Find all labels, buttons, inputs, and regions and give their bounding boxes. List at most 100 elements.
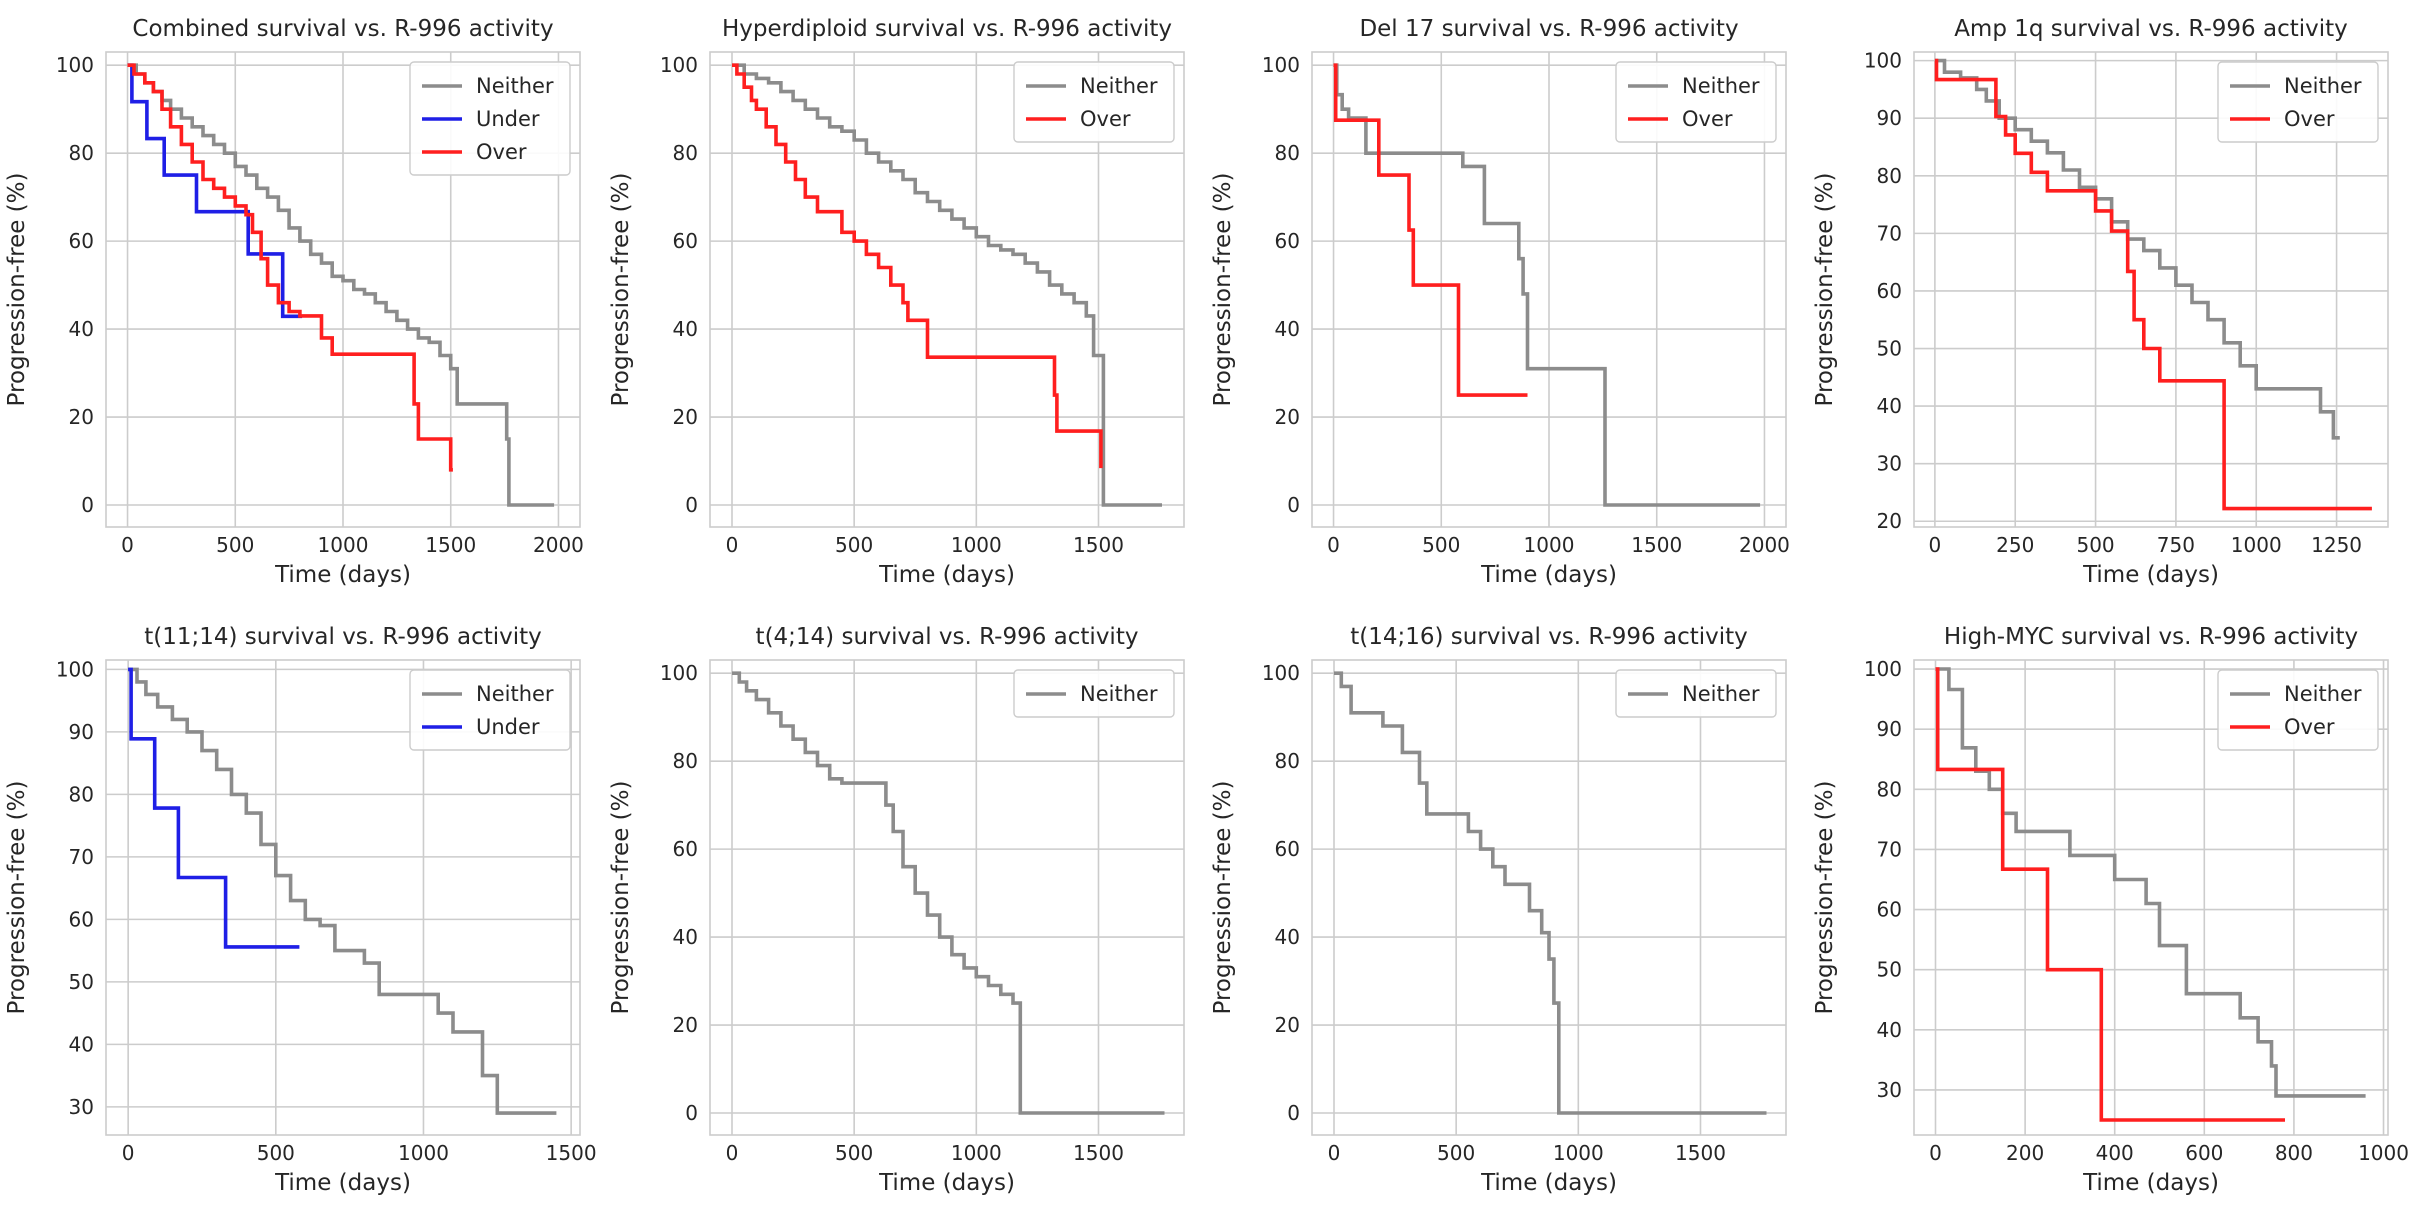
chart-7-legend: Neither — [1615, 669, 1777, 718]
chart-4-amp-1q-survival-vs-r-996-activity: 0 250 500 750 1000 1250 20 30 40 50 60 70 80 90 100 Amp… — [1812, 16, 2389, 588]
chart-2-legend-label-over: Over — [1080, 107, 1131, 131]
chart-4-y-tick-label: 70 — [1877, 221, 1902, 245]
chart-4-y-axis-label: Progression-free (%) — [1812, 173, 1838, 407]
chart-3-legend-label-neither: Neither — [1682, 74, 1760, 98]
chart-1-y-tick-label: 0 — [81, 493, 94, 517]
chart-7-legend-box — [1615, 669, 1777, 718]
chart-5-y-axis-label: Progression-free (%) — [4, 781, 30, 1015]
chart-7-legend-label-neither: Neither — [1682, 682, 1760, 706]
chart-4-x-tick-label: 250 — [1996, 533, 2034, 557]
chart-1-x-tick-label: 1500 — [425, 533, 476, 557]
chart-4-x-tick-label: 750 — [2157, 533, 2195, 557]
chart-3-y-tick-label: 40 — [1275, 317, 1300, 341]
chart-2-legend-label-neither: Neither — [1080, 74, 1158, 98]
chart-7-y-tick-label: 40 — [1275, 925, 1300, 949]
chart-8-x-tick-label: 800 — [2275, 1141, 2313, 1165]
chart-3-x-tick-label: 2000 — [1739, 533, 1790, 557]
chart-8-y-tick-label: 50 — [1877, 958, 1902, 982]
chart-3-x-tick-label: 1000 — [1524, 533, 1575, 557]
chart-2-series-neither — [732, 63, 1162, 507]
chart-8-y-tick-label: 90 — [1877, 717, 1902, 741]
chart-5-title: t(11;14) survival vs. R-996 activity — [144, 624, 542, 650]
chart-2-legend-box — [1013, 61, 1175, 143]
chart-5-x-tick-label: 0 — [122, 1141, 135, 1165]
chart-8-legend: Neither Over — [2217, 669, 2379, 751]
chart-2-y-tick-label: 40 — [673, 317, 698, 341]
chart-3-del-17-survival-vs-r-996-activity: 0 500 1000 1500 2000 0 20 40 60 80 100 Del 17 survi… — [1210, 16, 1790, 588]
chart-7-y-axis-label: Progression-free (%) — [1210, 781, 1236, 1015]
chart-6-y-axis-label: Progression-free (%) — [608, 781, 634, 1015]
chart-5-y-tick-label: 80 — [69, 782, 94, 806]
chart-4-legend: Neither Over — [2217, 61, 2379, 143]
chart-4-y-tick-label: 20 — [1877, 509, 1902, 533]
chart-4-series-over — [1934, 58, 2372, 511]
chart-3-title: Del 17 survival vs. R-996 activity — [1359, 16, 1738, 42]
chart-8-y-tick-label: 100 — [1864, 657, 1902, 681]
chart-1-x-tick-label: 1000 — [318, 533, 369, 557]
chart-1-legend-label-neither: Neither — [476, 74, 554, 98]
chart-6-x-axis-label: Time (days) — [878, 1170, 1015, 1196]
chart-6-y-tick-label: 60 — [673, 837, 698, 861]
chart-5-legend-box — [409, 669, 571, 751]
chart-8-series-over — [1935, 667, 2285, 1122]
chart-2-title: Hyperdiploid survival vs. R-996 activity — [722, 16, 1172, 42]
chart-2-x-axis-label: Time (days) — [878, 562, 1015, 588]
chart-6-x-tick-label: 1500 — [1073, 1141, 1124, 1165]
chart-3-y-axis-label: Progression-free (%) — [1210, 173, 1236, 407]
chart-5-y-tick-label: 30 — [69, 1095, 94, 1119]
chart-1-combined-survival-vs-r-996-activity: 0 500 1000 1500 2000 0 20 40 60 80 100 Combined sur… — [4, 16, 584, 588]
chart-1-x-tick-label: 500 — [216, 533, 254, 557]
chart-8-x-tick-label: 0 — [1929, 1141, 1942, 1165]
chart-4-y-tick-label: 50 — [1877, 337, 1902, 361]
chart-1-y-tick-label: 80 — [69, 141, 94, 165]
chart-3-y-tick-label: 0 — [1287, 493, 1300, 517]
chart-2-hyperdiploid-survival-vs-r-996-activity: 0 500 1000 1500 0 20 40 60 80 100 Hyperdiploid sur… — [608, 16, 1185, 588]
chart-4-x-tick-label: 500 — [2076, 533, 2114, 557]
chart-5-y-tick-label: 40 — [69, 1032, 94, 1056]
chart-2-y-tick-label: 80 — [673, 141, 698, 165]
chart-3-y-tick-label: 60 — [1275, 229, 1300, 253]
chart-5-legend-label-neither: Neither — [476, 682, 554, 706]
chart-1-x-tick-label: 2000 — [533, 533, 584, 557]
chart-6-y-tick-label: 80 — [673, 749, 698, 773]
chart-5-y-tick-label: 50 — [69, 970, 94, 994]
chart-8-series-neither — [1935, 667, 2366, 1098]
chart-8-y-axis-label: Progression-free (%) — [1812, 781, 1838, 1015]
chart-8-legend-label-neither: Neither — [2284, 682, 2362, 706]
chart-4-x-tick-label: 1000 — [2231, 533, 2282, 557]
chart-4-x-tick-label: 1250 — [2311, 533, 2362, 557]
chart-1-series-neither — [127, 63, 555, 507]
chart-4-legend-box — [2217, 61, 2379, 143]
chart-3-y-tick-label: 80 — [1275, 141, 1300, 165]
chart-7-y-tick-label: 80 — [1275, 749, 1300, 773]
chart-7-x-tick-label: 1500 — [1675, 1141, 1726, 1165]
chart-4-y-tick-label: 90 — [1877, 106, 1902, 130]
chart-3-series-over — [1333, 63, 1528, 397]
chart-8-x-tick-label: 400 — [2096, 1141, 2134, 1165]
chart-3-x-tick-label: 500 — [1422, 533, 1460, 557]
chart-7-x-axis-label: Time (days) — [1480, 1170, 1617, 1196]
chart-1-legend-label-under: Under — [476, 107, 540, 131]
chart-2-x-tick-label: 1000 — [951, 533, 1002, 557]
chart-6-t-4-14-survival-vs-r-996-activity: 0 500 1000 1500 0 20 40 60 80 100 t(4;14) survival… — [608, 624, 1185, 1196]
chart-8-title: High-MYC survival vs. R-996 activity — [1944, 624, 2358, 650]
chart-6-y-tick-label: 100 — [660, 661, 698, 685]
chart-2-y-axis-label: Progression-free (%) — [608, 173, 634, 407]
chart-7-title: t(14;16) survival vs. R-996 activity — [1350, 624, 1748, 650]
chart-4-legend-label-neither: Neither — [2284, 74, 2362, 98]
chart-5-x-tick-label: 1000 — [398, 1141, 449, 1165]
chart-7-y-tick-label: 60 — [1275, 837, 1300, 861]
chart-2-y-tick-label: 100 — [660, 53, 698, 77]
chart-8-y-tick-label: 80 — [1877, 777, 1902, 801]
chart-6-series-neither — [732, 671, 1165, 1115]
chart-7-y-tick-label: 0 — [1287, 1101, 1300, 1125]
chart-7-x-tick-label: 1000 — [1553, 1141, 1604, 1165]
chart-4-y-tick-label: 80 — [1877, 164, 1902, 188]
chart-5-series-neither — [128, 667, 557, 1115]
chart-2-x-tick-label: 500 — [835, 533, 873, 557]
chart-4-y-tick-label: 40 — [1877, 394, 1902, 418]
chart-8-x-tick-label: 1000 — [2358, 1141, 2409, 1165]
chart-8-y-tick-label: 70 — [1877, 837, 1902, 861]
chart-7-x-tick-label: 500 — [1437, 1141, 1475, 1165]
chart-1-y-tick-label: 60 — [69, 229, 94, 253]
